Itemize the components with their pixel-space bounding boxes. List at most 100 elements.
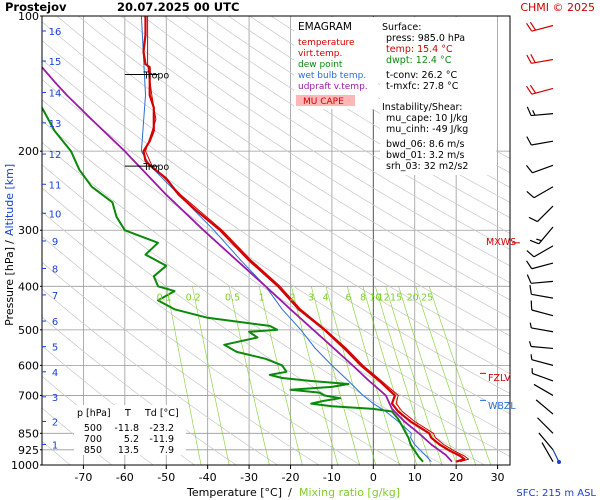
x-tick-label: 30 — [491, 471, 505, 484]
mixing-ratio-label: 0.5 — [225, 292, 240, 303]
wind-barb-flag — [529, 284, 532, 295]
y-tick-label: 925 — [18, 444, 39, 457]
x-tick-label: -70 — [74, 471, 92, 484]
levels-table: p [hPa] T Td [°C] 500 -11.8 -23.2 700 5.… — [74, 405, 186, 456]
x-tick-label: -10 — [323, 471, 341, 484]
legend-item-wet-bulb: wet bulb temp. — [298, 71, 366, 81]
x-axis-title-sep: / — [288, 486, 292, 499]
mixing-ratio-label: 1 — [258, 292, 264, 303]
series-wet-bulb-temp — [140, 16, 432, 463]
altitude-tick-label: 7 — [52, 291, 58, 302]
mixing-ratio-line — [374, 286, 432, 465]
mixing-ratio-label: 0.2 — [186, 292, 201, 303]
mixing-ratio-line — [310, 286, 361, 465]
altitude-tick-label: 14 — [49, 88, 62, 99]
wind-barb-flag — [526, 106, 532, 116]
wind-barb-halfflag — [532, 110, 536, 116]
mixing-ratio-label: 4 — [323, 292, 329, 303]
surface-press: press: 985.0 hPa — [386, 33, 465, 44]
x-axis-title-temp: Temperature [°C] — [186, 486, 282, 499]
tropopause-label: Tropo — [142, 162, 169, 173]
mixing-ratio-line — [428, 286, 492, 465]
wind-barb-staff — [535, 399, 554, 415]
wind-barb-halfflag — [529, 322, 532, 329]
wind-barb-staff — [531, 359, 554, 366]
legend-item-virt-temp: virt.temp. — [298, 49, 342, 59]
wind-barb-flag — [528, 216, 538, 223]
annotations: Tropo Tropo — [124, 71, 520, 401]
table-header-p: p [hPa] — [77, 408, 111, 419]
mixing-ratio-label: 10 — [369, 292, 381, 303]
wind-barb-flag — [526, 250, 535, 258]
levels-table-bg — [74, 405, 186, 455]
wind-barb-staff — [531, 262, 554, 270]
mixing-ratio-line — [398, 286, 458, 465]
surface-wind-dot — [557, 460, 561, 465]
wind-barb — [541, 442, 554, 462]
dry-adiabat-line — [56, 16, 510, 319]
dry-adiabat-line — [42, 40, 510, 355]
table-row-1-p: 500 — [84, 423, 102, 434]
wind-barb-flag — [526, 22, 533, 32]
station-name: Prostejov — [5, 0, 67, 14]
dry-adiabat-line — [42, 316, 237, 465]
fzlv-label: FZLV — [488, 373, 511, 384]
wind-barb-staff — [531, 327, 554, 333]
wind-barb-flag — [529, 21, 537, 31]
dry-adiabat-line — [42, 236, 361, 465]
series-temperature — [142, 16, 466, 463]
dry-adiabat-line — [77, 16, 510, 301]
credit-label: CHMI © 2025 — [520, 1, 595, 14]
dry-adiabat-line — [42, 59, 510, 375]
y-tick-label: 400 — [18, 280, 39, 293]
y-tick-label: 500 — [18, 324, 39, 337]
bwd01-value: bwd_01: 3.2 m/s — [386, 150, 464, 161]
mu-cinh-value: mu_cinh: -49 J/kg — [386, 124, 468, 135]
x-tick-label: -60 — [116, 471, 134, 484]
x-tick-label: -20 — [282, 471, 300, 484]
x-tick-label: 20 — [449, 471, 463, 484]
mixing-ratio-line — [192, 286, 230, 465]
table-row-2-t: 5.2 — [124, 434, 139, 445]
wind-barb — [526, 84, 554, 95]
wind-barb — [530, 354, 554, 366]
wind-barb — [535, 399, 554, 415]
y-tick-label: 850 — [18, 427, 39, 440]
wind-barb — [529, 226, 554, 245]
y-tick-label: 600 — [18, 359, 39, 372]
wind-barb — [529, 284, 554, 299]
legend-title: EMAGRAM — [298, 21, 352, 33]
wind-barb-halfflag — [528, 341, 532, 347]
x-tick-label: 0 — [370, 471, 377, 484]
srh03-value: srh_03: 32 m2/s2 — [386, 161, 468, 172]
wind-barb — [537, 417, 554, 434]
instability-title: Instability/Shear: — [382, 102, 462, 113]
dry-adiabat-line — [42, 407, 113, 465]
wind-barb-flag — [526, 260, 533, 270]
mixing-ratio-line — [325, 286, 377, 465]
wbzl-label: WBZL — [488, 401, 516, 412]
mixing-ratio-label: 25 — [421, 292, 433, 303]
surface-wind-line — [552, 449, 560, 463]
altitude-tick-label: 13 — [49, 119, 62, 130]
wind-barb-staff — [531, 345, 554, 350]
dry-adiabat-line — [42, 142, 510, 457]
mixing-ratio-line — [291, 286, 339, 465]
wind-barbs — [525, 21, 561, 465]
wind-barb-staff — [533, 245, 554, 258]
dry-adiabat-line — [206, 16, 510, 203]
mixing-ratio-label: 20 — [407, 292, 419, 303]
surface-tconv: t-conv: 26.2 °C — [386, 70, 457, 81]
altitude-tick-label: 4 — [52, 368, 58, 379]
dry-adiabat-line — [42, 288, 278, 465]
dry-adiabat-line — [42, 187, 444, 465]
altitude-tick-label: 1 — [52, 440, 58, 451]
wind-barb-flag — [526, 85, 533, 95]
table-row-3-td: 7.9 — [159, 445, 174, 456]
x-tick-label: -50 — [157, 471, 175, 484]
mixing-ratio-line — [346, 286, 400, 465]
series-virt-temp — [145, 16, 470, 463]
table-row-3-p: 850 — [84, 445, 102, 456]
